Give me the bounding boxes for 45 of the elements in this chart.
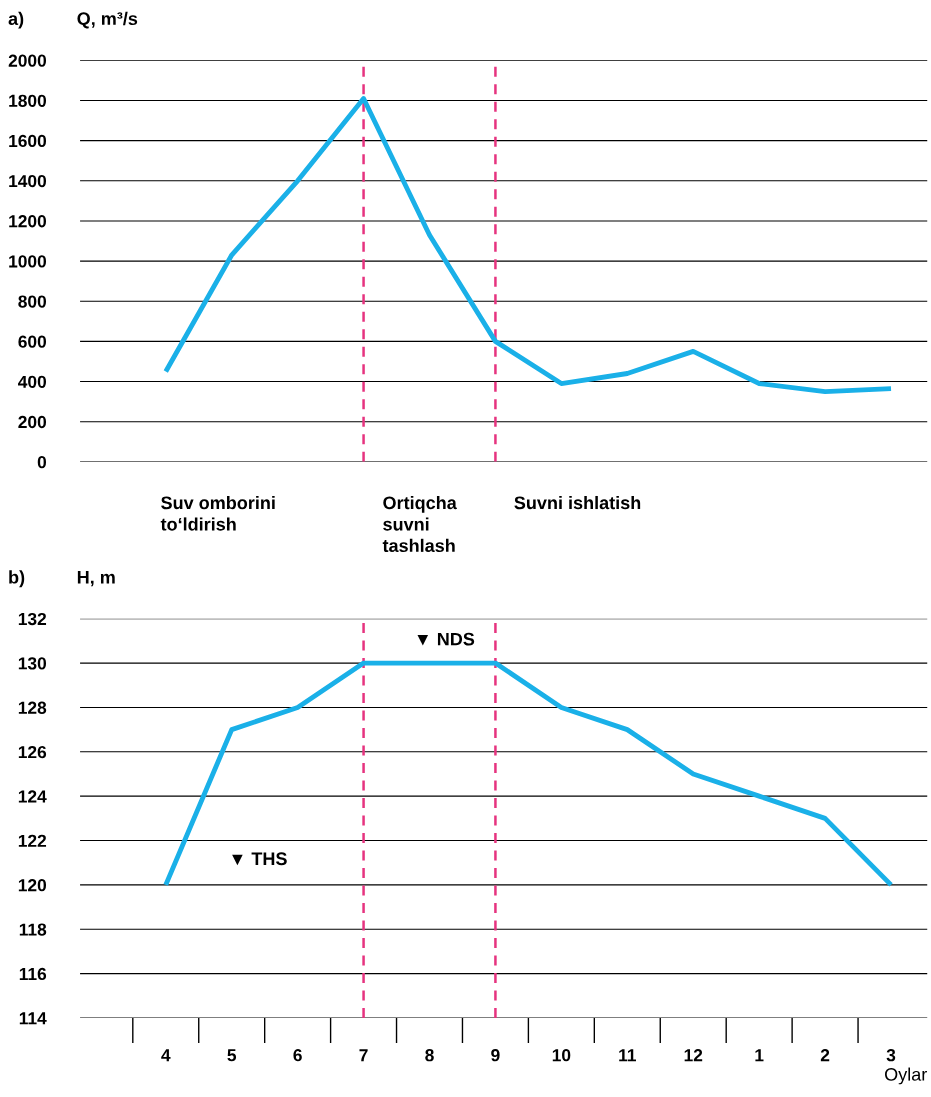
chart-title: a) bbox=[8, 11, 24, 29]
line-series bbox=[163, 96, 894, 394]
x-tick-label: 5 bbox=[227, 1049, 237, 1062]
x-tick-label: 9 bbox=[491, 1049, 500, 1062]
y-tick-label: 800 bbox=[18, 295, 47, 308]
text: Ortiqcha suvni tashlash bbox=[382, 495, 457, 553]
y-tick-label: 1200 bbox=[9, 215, 47, 228]
x-tick-label: 11 bbox=[619, 1049, 636, 1062]
x-tick-label: 10 bbox=[552, 1049, 571, 1062]
y-tick-label: 130 bbox=[18, 657, 47, 670]
x-tick-label: 7 bbox=[359, 1049, 368, 1062]
y-tick-label: 1800 bbox=[9, 94, 47, 107]
x-tick-label: 4 bbox=[161, 1049, 171, 1062]
y-tick-label: 128 bbox=[18, 701, 47, 714]
y-tick-label: 1400 bbox=[9, 174, 47, 188]
y-tick-label: 400 bbox=[18, 375, 47, 388]
y-tick-label: 122 bbox=[18, 834, 47, 847]
x-tick-label: 6 bbox=[293, 1049, 302, 1062]
y-axis-title: Q, m³/s bbox=[77, 11, 138, 29]
y-tick-label: 126 bbox=[18, 745, 47, 759]
chart-title: b) bbox=[9, 570, 25, 588]
text: Suv omborini to‘ldirish bbox=[160, 495, 275, 531]
annotation: ▼ THS bbox=[232, 852, 287, 866]
y-tick-label: 0 bbox=[37, 456, 47, 469]
x-tick-label: 8 bbox=[425, 1049, 434, 1062]
y-tick-label: 116 bbox=[19, 967, 47, 981]
y-axis-title: H, m bbox=[77, 571, 115, 587]
line-series bbox=[163, 660, 894, 888]
text: Suvni ishlatish bbox=[514, 495, 641, 510]
y-tick-label: 132 bbox=[18, 612, 47, 626]
x-tick-label: 12 bbox=[684, 1049, 703, 1062]
annotation: ▼ NDS bbox=[417, 632, 475, 646]
y-tick-label: 200 bbox=[18, 415, 47, 429]
y-tick-label: 124 bbox=[18, 790, 47, 803]
y-tick-label: 2000 bbox=[8, 54, 47, 67]
y-tick-label: 114 bbox=[19, 1012, 47, 1025]
x-tick-label: 1 bbox=[755, 1049, 764, 1062]
x-tick-label: 2 bbox=[820, 1049, 830, 1062]
y-tick-label: 1000 bbox=[9, 255, 47, 268]
y-tick-label: 600 bbox=[18, 335, 47, 348]
x-tick-label: 3 bbox=[886, 1049, 896, 1062]
x-axis-title: Oylar bbox=[884, 1067, 927, 1085]
y-tick-label: 120 bbox=[18, 879, 47, 892]
y-tick-label: 1600 bbox=[9, 134, 47, 148]
y-tick-label: 118 bbox=[19, 923, 47, 936]
